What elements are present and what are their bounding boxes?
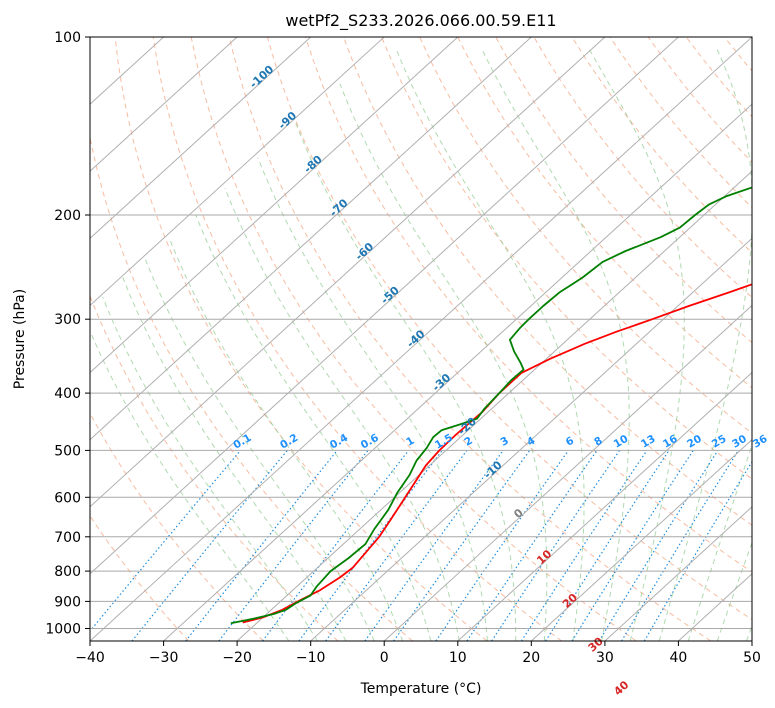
isotherm-grid <box>90 37 752 641</box>
x-tick-label: −20 <box>222 650 252 666</box>
dry-adiabat-line <box>343 37 752 526</box>
y-tick-label: 600 <box>54 490 81 506</box>
moist-adiabat-line <box>102 296 318 641</box>
mixing-ratio-line <box>262 450 409 641</box>
mixing-ratio-line <box>466 450 598 641</box>
moist-adiabat-line <box>122 277 347 641</box>
x-tick-label: 10 <box>449 650 467 666</box>
x-tick-label: −30 <box>149 650 179 666</box>
y-tick-label: 300 <box>54 312 81 328</box>
y-tick-label: 400 <box>54 386 81 402</box>
isotherm-line <box>90 37 679 575</box>
mixing-ratio-line <box>325 450 468 641</box>
chart-title: wetPf2_S233.2026.066.00.59.E11 <box>285 11 556 31</box>
moist-adiabat-line <box>658 49 752 641</box>
isotherm-line <box>90 37 752 641</box>
x-tick-label: 0 <box>380 650 389 666</box>
moist-adiabat-line <box>169 239 404 641</box>
profile-line-1 <box>230 186 752 625</box>
isotherm-line <box>604 506 752 641</box>
y-tick-label: 500 <box>54 443 81 459</box>
isotherm-line <box>236 170 752 641</box>
x-tick-label: 50 <box>743 650 761 666</box>
y-tick-label: 800 <box>54 564 81 580</box>
x-tick-label: 20 <box>522 650 540 666</box>
moist-adiabat-line <box>481 49 630 641</box>
moist-adiabat-line <box>395 49 585 641</box>
x-axis-ticks: −40 −30 −20 −10 0 10 20 30 40 50 <box>75 641 761 666</box>
isotherm-line <box>163 103 752 641</box>
x-tick-label: −40 <box>75 650 105 666</box>
moist-adiabat-line <box>339 83 548 641</box>
dry-adiabat-line <box>304 37 752 573</box>
y-tick-label: 100 <box>54 30 81 46</box>
mixing-ratio-line <box>435 450 569 641</box>
mixing-ratio-line <box>491 450 621 641</box>
moist-adiabat-line <box>687 443 752 641</box>
isotherm-line <box>457 371 752 641</box>
dry-adiabat-line <box>495 37 752 344</box>
dry-adiabat-line <box>266 37 752 621</box>
mixing-ratio-line <box>545 450 670 641</box>
isotherm-line <box>90 37 606 508</box>
isobar-grid <box>90 214 752 629</box>
isotherm-line <box>383 304 752 641</box>
dry-adiabat-line <box>457 37 752 389</box>
x-tick-label: 30 <box>596 650 614 666</box>
mixing-ratio-line <box>131 450 288 641</box>
mixing-ratio-line <box>598 450 719 641</box>
isotherm-line <box>90 37 385 307</box>
mixing-ratio-lines <box>90 450 752 641</box>
moist-adiabat-line <box>257 157 488 641</box>
isotherm-line <box>90 37 238 172</box>
isotherm-line <box>310 237 752 641</box>
dry-adiabat-line <box>90 294 339 641</box>
y-tick-label: 1000 <box>45 622 81 638</box>
dry-adiabat-line <box>114 37 488 641</box>
plot-frame <box>89 36 753 642</box>
y-tick-label: 200 <box>54 208 81 224</box>
x-tick-label: −10 <box>296 650 326 666</box>
dry-adiabat-line <box>152 37 562 641</box>
mixing-ratio-line <box>520 450 648 641</box>
x-axis-label: Temperature (°C) <box>360 681 482 697</box>
isotherm-line <box>90 37 459 374</box>
mixing-ratio-line <box>90 450 241 632</box>
y-tick-label: 900 <box>54 594 81 610</box>
mixing-ratio-line <box>364 450 504 641</box>
y-axis-label: Pressure (hPa) <box>12 289 28 389</box>
dry-adiabats <box>90 37 752 641</box>
y-axis-ticks: 1000 900 800 700 600 500 400 300 200 100 <box>45 30 90 638</box>
moist-adiabat-line <box>143 256 375 641</box>
moist-adiabat-line <box>295 123 517 641</box>
mixing-ratio-line <box>185 450 338 641</box>
x-tick-label: 40 <box>669 650 687 666</box>
dry-adiabat-line <box>90 412 264 641</box>
moist-adiabat-line <box>195 214 432 641</box>
moist-adiabat-line <box>90 329 290 641</box>
isotherm-line <box>90 37 312 240</box>
moist-adiabat-line <box>588 49 685 641</box>
dry-adiabat-line <box>228 37 712 641</box>
plot-area <box>90 37 752 641</box>
profile-line-0 <box>242 283 752 624</box>
profile-series <box>230 186 752 625</box>
mixing-ratio-line <box>621 450 739 641</box>
dry-adiabat-line <box>90 514 190 641</box>
isotherm-line <box>530 438 752 641</box>
isotherm-line <box>90 37 532 441</box>
y-tick-label: 700 <box>54 530 81 546</box>
dry-adiabat-line <box>190 37 637 641</box>
